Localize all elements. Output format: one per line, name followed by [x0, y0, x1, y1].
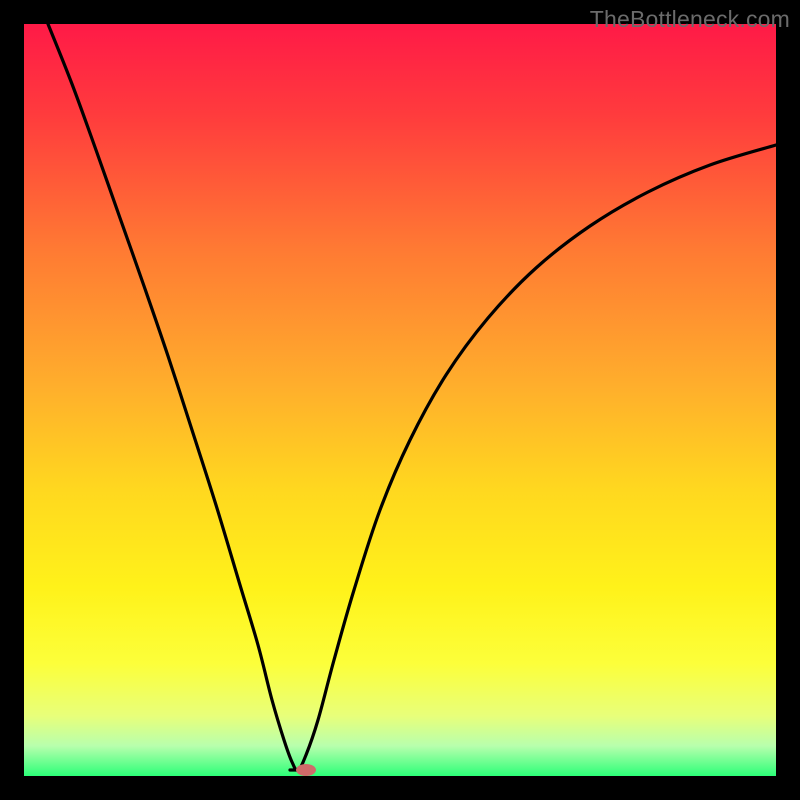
bottleneck-chart: [0, 0, 800, 800]
gradient-background: [24, 24, 776, 776]
watermark-text: TheBottleneck.com: [590, 6, 790, 33]
optimal-marker: [296, 764, 316, 776]
chart-frame: TheBottleneck.com: [0, 0, 800, 800]
